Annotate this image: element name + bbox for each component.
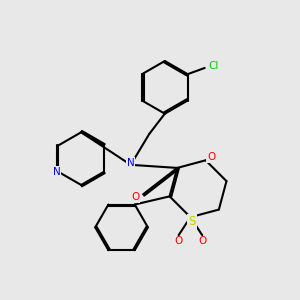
Text: O: O — [207, 152, 215, 162]
Text: S: S — [188, 215, 196, 228]
Text: Cl: Cl — [209, 61, 219, 71]
Text: O: O — [175, 236, 183, 246]
Text: N: N — [53, 167, 61, 177]
Text: O: O — [198, 236, 206, 246]
Text: N: N — [127, 158, 135, 168]
Text: O: O — [131, 192, 140, 203]
